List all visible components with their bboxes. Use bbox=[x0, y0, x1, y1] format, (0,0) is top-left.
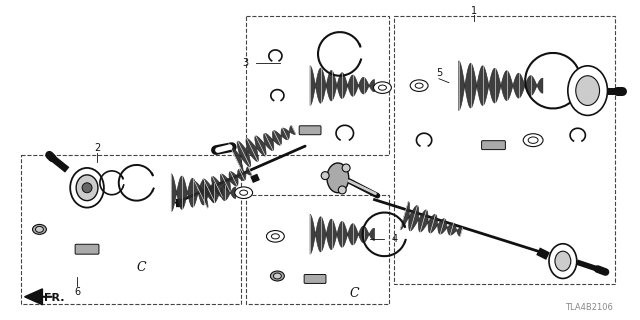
Bar bbox=[20, 155, 241, 304]
Ellipse shape bbox=[271, 234, 279, 239]
Ellipse shape bbox=[321, 172, 329, 180]
Bar bbox=[246, 195, 389, 304]
Polygon shape bbox=[400, 201, 463, 236]
Ellipse shape bbox=[70, 168, 104, 208]
Polygon shape bbox=[228, 125, 296, 172]
Polygon shape bbox=[172, 174, 236, 212]
Text: 5: 5 bbox=[436, 68, 442, 78]
Ellipse shape bbox=[342, 164, 350, 172]
FancyBboxPatch shape bbox=[481, 141, 506, 149]
Polygon shape bbox=[310, 66, 374, 106]
Ellipse shape bbox=[35, 227, 44, 232]
Text: TLA4B2106: TLA4B2106 bbox=[564, 303, 612, 312]
Ellipse shape bbox=[327, 163, 349, 193]
Text: C: C bbox=[350, 287, 360, 300]
Circle shape bbox=[82, 183, 92, 193]
Ellipse shape bbox=[528, 137, 538, 143]
Ellipse shape bbox=[76, 175, 98, 201]
FancyBboxPatch shape bbox=[304, 275, 326, 284]
Ellipse shape bbox=[33, 224, 46, 234]
Ellipse shape bbox=[524, 134, 543, 147]
Ellipse shape bbox=[240, 190, 248, 195]
Text: 1: 1 bbox=[470, 6, 477, 16]
FancyBboxPatch shape bbox=[75, 244, 99, 254]
Ellipse shape bbox=[555, 251, 571, 271]
Polygon shape bbox=[195, 167, 252, 208]
Ellipse shape bbox=[339, 186, 346, 194]
Ellipse shape bbox=[374, 82, 392, 93]
Ellipse shape bbox=[410, 80, 428, 92]
Polygon shape bbox=[459, 61, 543, 110]
Ellipse shape bbox=[271, 271, 284, 281]
Text: 2: 2 bbox=[94, 143, 100, 153]
Polygon shape bbox=[24, 289, 42, 305]
FancyBboxPatch shape bbox=[299, 126, 321, 135]
Bar bbox=[394, 16, 616, 284]
Ellipse shape bbox=[549, 244, 577, 278]
Ellipse shape bbox=[273, 273, 282, 279]
Ellipse shape bbox=[266, 230, 284, 242]
Text: C: C bbox=[137, 260, 147, 274]
Ellipse shape bbox=[235, 187, 253, 198]
Ellipse shape bbox=[568, 66, 607, 116]
Text: FR.: FR. bbox=[44, 293, 65, 303]
Text: 4: 4 bbox=[391, 234, 397, 244]
Bar bbox=[246, 16, 389, 155]
Ellipse shape bbox=[576, 76, 600, 106]
Polygon shape bbox=[310, 214, 374, 254]
Ellipse shape bbox=[378, 85, 387, 90]
Text: 6: 6 bbox=[74, 287, 80, 297]
Ellipse shape bbox=[415, 83, 423, 88]
Text: 3: 3 bbox=[243, 58, 249, 68]
